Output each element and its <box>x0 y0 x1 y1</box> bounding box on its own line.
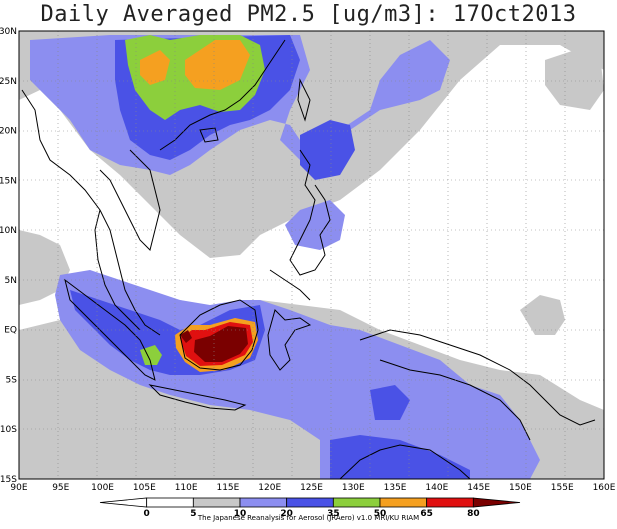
coast-mainland <box>21 39 286 336</box>
contour-10-east-blob <box>520 295 565 335</box>
colorbar-segment <box>426 497 474 508</box>
y-axis-ticks: 30N 25N 20N 15N 10N 5N EQ 5S 10S 15S <box>0 27 17 485</box>
coastlines <box>21 39 596 479</box>
colorbar-label: 80 <box>467 509 480 519</box>
colorbar-label: 20 <box>280 509 293 519</box>
colorbar-label: 0 <box>144 509 150 519</box>
x-tick-label: 155E <box>551 483 574 493</box>
coast-australia <box>339 444 471 479</box>
coast-taiwan <box>297 78 311 122</box>
coast-new-guinea <box>359 329 596 441</box>
x-tick-label: 150E <box>509 483 532 493</box>
x-tick-label: 140E <box>425 483 448 493</box>
colorbar-label: 50 <box>374 509 387 519</box>
y-tick-label: 10N <box>0 226 17 236</box>
x-tick-label: 135E <box>384 483 407 493</box>
x-tick-label: 125E <box>300 483 323 493</box>
x-tick-label: 115E <box>216 483 239 493</box>
x-tick-label: 160E <box>593 483 616 493</box>
credit-text: The Japanese Reanalysis for Aerosol (JRA… <box>197 514 420 522</box>
colorbar-label: 10 <box>234 509 247 519</box>
x-tick-label: 100E <box>91 483 114 493</box>
pm25-field <box>19 31 604 479</box>
colorbar-label: 65 <box>420 509 433 519</box>
y-tick-label: 15N <box>0 176 17 186</box>
contour-20-east <box>285 200 345 250</box>
y-tick-label: 5N <box>5 276 17 286</box>
colorbar-segment <box>286 497 334 508</box>
y-tick-label: 15S <box>0 475 17 485</box>
contour-max-small <box>180 330 192 343</box>
colorbar-segment <box>99 497 148 508</box>
x-tick-label: 95E <box>52 483 69 493</box>
y-tick-label: 25N <box>0 77 17 87</box>
y-tick-label: 10S <box>0 425 17 435</box>
coast-sulawesi <box>267 309 312 371</box>
graticule <box>19 31 604 479</box>
contour-10-northeast <box>545 50 604 110</box>
contour-35-philippines <box>300 120 355 180</box>
colorbar-segment <box>379 497 428 508</box>
colorbar-segment <box>239 497 288 508</box>
x-tick-label: 145E <box>467 483 490 493</box>
contour-65-china-a <box>140 50 170 85</box>
contour-max-borneo <box>194 326 248 362</box>
colorbar: 0 5 10 20 35 50 65 80 <box>99 497 521 519</box>
y-tick-label: 5S <box>6 375 18 385</box>
x-tick-label: 110E <box>175 483 198 493</box>
coast-hainan <box>199 127 219 143</box>
coast-philippines <box>269 149 331 301</box>
contour-20-central <box>55 270 540 479</box>
colorbar-label: 5 <box>190 509 196 519</box>
colorbar-segment <box>192 497 241 508</box>
map-title: Daily Averaged PM2.5 [ug/m3]: 17Oct2013 <box>40 2 577 27</box>
y-tick-label: 20N <box>0 127 17 137</box>
contour-65-china-b <box>185 40 250 90</box>
coast-java <box>148 384 247 411</box>
colorbar-segment <box>146 497 194 508</box>
colorbar-segment <box>332 497 381 508</box>
contour-35-south <box>330 435 470 479</box>
x-axis-ticks: 90E 95E 100E 105E 110E 115E 120E 125E 130E 135E 14… <box>10 483 615 493</box>
y-tick-label: EQ <box>4 326 17 336</box>
x-tick-label: 130E <box>342 483 365 493</box>
plot-frame <box>18 30 605 480</box>
x-tick-label: 90E <box>10 483 27 493</box>
contour-35-east <box>370 385 410 420</box>
x-tick-label: 120E <box>258 483 281 493</box>
y-tick-label: 30N <box>0 27 17 37</box>
x-tick-label: 105E <box>133 483 156 493</box>
coast-borneo <box>179 299 259 371</box>
colorbar-label: 35 <box>327 509 340 519</box>
colorbar-segment <box>472 497 521 508</box>
